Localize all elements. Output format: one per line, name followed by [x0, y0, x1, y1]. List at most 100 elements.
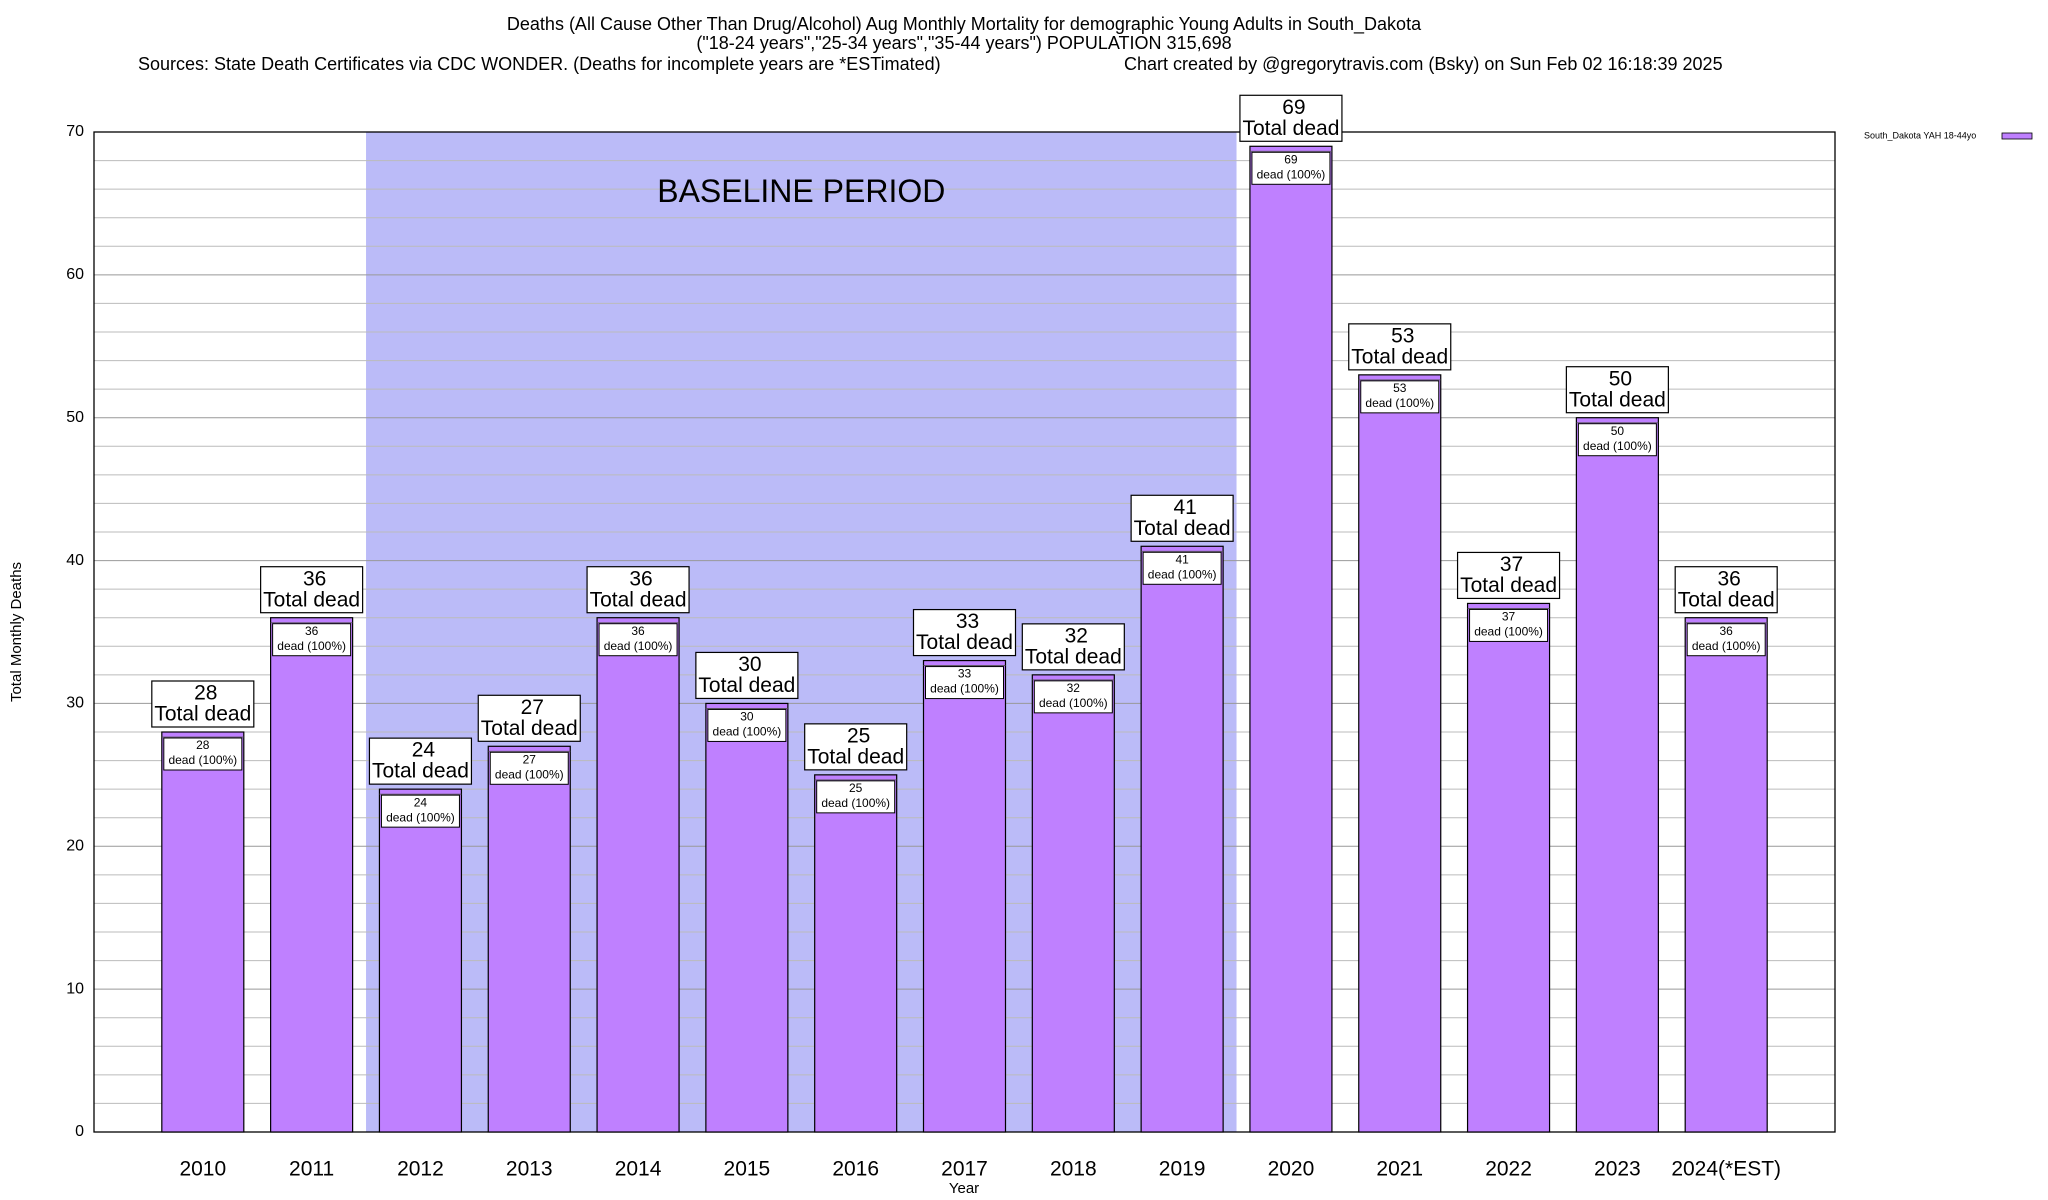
bar [814, 774, 898, 1133]
total-value-label: 69 [1282, 96, 1305, 119]
segment-label: dead (100%) [1257, 167, 1326, 181]
total-value-label: 53 [1391, 324, 1414, 347]
total-label-box [477, 694, 581, 742]
total-label: Total dead [1460, 574, 1557, 597]
chart-credit: Chart created by @gregorytravis.com (Bsk… [1124, 54, 1723, 74]
bar [1031, 674, 1115, 1133]
x-tick-label: 2019 [1159, 1158, 1206, 1181]
segment-value-label: 36 [631, 624, 645, 638]
segment-value-label: 36 [1720, 624, 1734, 638]
x-tick-label: 2023 [1594, 1158, 1641, 1181]
segment-label-box [1686, 623, 1766, 657]
segment-value-label: 33 [958, 667, 972, 681]
segment-value-label: 50 [1611, 424, 1625, 438]
segment-label: dead (100%) [1039, 696, 1108, 710]
y-tick-label: 50 [66, 409, 84, 426]
segment-label: dead (100%) [1365, 396, 1434, 410]
total-label-box [1130, 494, 1234, 542]
segment-label: dead (100%) [1148, 567, 1217, 581]
total-value-label: 41 [1173, 496, 1196, 519]
segment-label-box [816, 780, 896, 814]
segment-label: dead (100%) [168, 753, 237, 767]
segment-value-label: 25 [849, 781, 863, 795]
x-tick-label: 2022 [1485, 1158, 1532, 1181]
segment-label: dead (100%) [604, 639, 673, 653]
segment-value-label: 30 [740, 710, 754, 724]
total-label: Total dead [1134, 517, 1231, 540]
y-tick-label: 60 [66, 266, 84, 283]
total-label: Total dead [1569, 388, 1666, 411]
segment-label-box [707, 708, 787, 742]
segment-value-label: 24 [414, 795, 428, 809]
legend-label: South_Dakota YAH 18-44yo [1864, 130, 1976, 140]
segment-label: dead (100%) [1692, 639, 1761, 653]
total-value-label: 24 [412, 739, 436, 762]
segment-label: dead (100%) [713, 725, 782, 739]
segment-label: dead (100%) [495, 767, 564, 781]
total-label-box [1021, 623, 1125, 671]
total-label: Total dead [481, 717, 578, 740]
y-tick-label: 40 [66, 552, 84, 569]
segment-label-box [489, 751, 569, 785]
total-label: Total dead [807, 745, 904, 768]
total-label-box [1456, 551, 1561, 600]
segment-label-box [1142, 551, 1222, 585]
segment-label-box [1251, 151, 1331, 185]
total-label: Total dead [1678, 588, 1775, 611]
total-value-label: 36 [1718, 567, 1741, 590]
segment-label-box [380, 794, 460, 828]
total-label: Total dead [590, 588, 687, 611]
total-label-box [912, 608, 1017, 657]
x-tick-label: 2024(*EST) [1671, 1158, 1781, 1181]
y-axis-label: Total Monthly Deaths [8, 562, 25, 702]
y-tick-label: 10 [66, 980, 84, 997]
total-label-box [804, 723, 908, 771]
y-tick-label: 30 [66, 695, 84, 712]
x-tick-label: 2021 [1376, 1158, 1423, 1181]
segment-value-label: 32 [1067, 681, 1081, 695]
segment-label-box [1360, 380, 1440, 414]
bar [1684, 617, 1768, 1133]
total-label-box [1674, 566, 1778, 614]
segment-label-box [598, 623, 678, 657]
bar [596, 617, 680, 1133]
segment-label: dead (100%) [821, 796, 890, 810]
x-tick-label: 2010 [179, 1158, 226, 1181]
total-value-label: 30 [738, 653, 761, 676]
x-tick-label: 2011 [289, 1158, 334, 1181]
segment-value-label: 28 [196, 738, 210, 752]
bar [161, 731, 245, 1133]
bar [922, 659, 1007, 1133]
bar [1575, 417, 1659, 1133]
segment-label: dead (100%) [1583, 439, 1652, 453]
bar [1466, 602, 1551, 1133]
total-label-box [151, 680, 255, 728]
segment-label-box [1577, 423, 1657, 457]
total-value-label: 36 [629, 567, 652, 590]
segment-label: dead (100%) [1474, 625, 1543, 639]
total-label: Total dead [372, 760, 469, 783]
baseline-label: BASELINE PERIOD [657, 173, 945, 209]
total-label-box [1348, 323, 1452, 371]
bar [378, 788, 463, 1133]
segment-label: dead (100%) [386, 810, 455, 824]
segment-value-label: 36 [305, 624, 319, 638]
x-tick-label: 2015 [724, 1158, 771, 1181]
segment-label-box [272, 623, 352, 657]
bar [1249, 145, 1333, 1133]
segment-label: dead (100%) [930, 682, 999, 696]
segment-value-label: 53 [1393, 381, 1407, 395]
segment-value-label: 41 [1175, 552, 1189, 566]
total-value-label: 36 [303, 567, 326, 590]
total-value-label: 33 [956, 610, 979, 633]
y-tick-label: 0 [75, 1123, 84, 1140]
total-value-label: 32 [1065, 624, 1088, 647]
x-tick-label: 2017 [941, 1158, 988, 1181]
x-tick-label: 2013 [506, 1158, 553, 1181]
x-tick-label: 2012 [397, 1158, 444, 1181]
x-tick-label: 2016 [832, 1158, 879, 1181]
total-label: Total dead [1242, 117, 1339, 140]
total-value-label: 25 [847, 724, 870, 747]
bar [270, 617, 354, 1133]
total-label-box [1565, 366, 1669, 414]
